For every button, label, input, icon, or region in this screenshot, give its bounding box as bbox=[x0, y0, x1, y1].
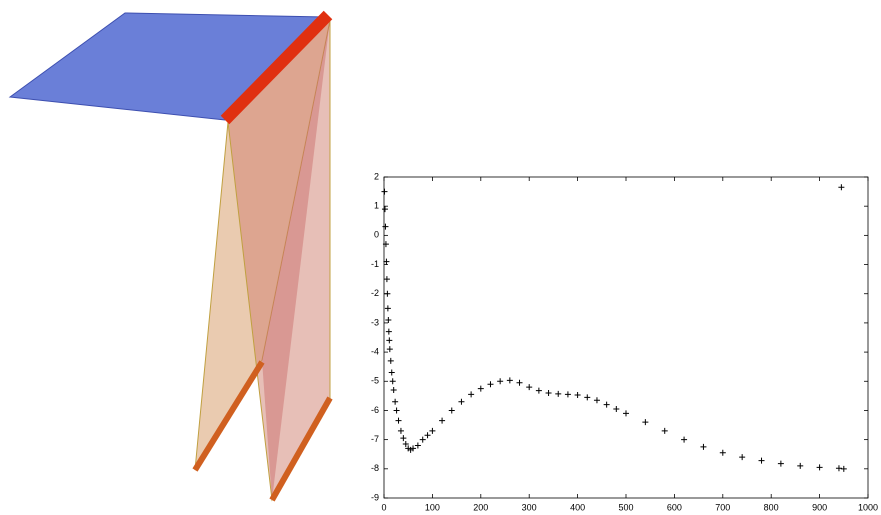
point bbox=[392, 398, 399, 405]
point bbox=[400, 435, 407, 442]
point bbox=[603, 401, 610, 408]
y-tick-label: -8 bbox=[371, 463, 379, 473]
point bbox=[739, 454, 746, 461]
point bbox=[419, 436, 426, 443]
x-tick-label: 700 bbox=[715, 502, 730, 512]
point bbox=[388, 369, 395, 376]
point bbox=[642, 419, 649, 426]
point bbox=[397, 427, 404, 434]
point bbox=[384, 305, 391, 312]
x-tick-label: 100 bbox=[425, 502, 440, 512]
point bbox=[777, 460, 784, 467]
render-edge bbox=[192, 360, 265, 472]
point bbox=[613, 405, 620, 412]
point bbox=[564, 391, 571, 398]
point bbox=[477, 385, 484, 392]
y-tick-label: -6 bbox=[371, 405, 379, 415]
point bbox=[700, 443, 707, 450]
point bbox=[574, 391, 581, 398]
point bbox=[414, 442, 421, 449]
point bbox=[386, 337, 393, 344]
x-tick-label: 500 bbox=[618, 502, 633, 512]
point bbox=[816, 464, 823, 471]
y-tick-label: -3 bbox=[371, 317, 379, 327]
x-tick-label: 800 bbox=[764, 502, 779, 512]
plot-frame bbox=[383, 176, 869, 499]
point bbox=[382, 241, 389, 248]
y-tick-label: 1 bbox=[374, 201, 379, 211]
point bbox=[448, 407, 455, 414]
point bbox=[458, 398, 465, 405]
point bbox=[516, 379, 523, 386]
point bbox=[593, 397, 600, 404]
y-tick-label: -2 bbox=[371, 288, 379, 298]
point bbox=[390, 387, 397, 394]
point bbox=[424, 432, 431, 439]
point bbox=[381, 188, 388, 195]
point bbox=[402, 441, 409, 448]
x-tick-label: 900 bbox=[812, 502, 827, 512]
y-tick-label: -1 bbox=[371, 259, 379, 269]
point bbox=[393, 407, 400, 414]
point bbox=[838, 184, 845, 191]
point bbox=[719, 449, 726, 456]
y-tick-label: -4 bbox=[371, 346, 379, 356]
point bbox=[381, 206, 388, 213]
y-tick-label: -5 bbox=[371, 376, 379, 386]
point bbox=[584, 394, 591, 401]
y-tick-label: 2 bbox=[374, 171, 379, 181]
point bbox=[487, 381, 494, 388]
x-tick-label: 0 bbox=[381, 502, 386, 512]
render-edge bbox=[220, 10, 333, 125]
point bbox=[429, 427, 436, 434]
point bbox=[468, 391, 475, 398]
y-tick-label: 0 bbox=[374, 230, 379, 240]
point bbox=[835, 465, 842, 472]
render-panel bbox=[262, 20, 330, 500]
point bbox=[385, 316, 392, 323]
point bbox=[758, 457, 765, 464]
x-tick-label: 600 bbox=[667, 502, 682, 512]
point bbox=[386, 346, 393, 353]
y-tick-label: -9 bbox=[371, 492, 379, 502]
point bbox=[439, 417, 446, 424]
point bbox=[526, 384, 533, 391]
x-tick-label: 1000 bbox=[858, 502, 878, 512]
x-tick-label: 200 bbox=[473, 502, 488, 512]
point bbox=[385, 328, 392, 335]
point bbox=[410, 445, 417, 452]
x-tick-label: 400 bbox=[570, 502, 585, 512]
point bbox=[497, 378, 504, 385]
point bbox=[840, 465, 847, 472]
point bbox=[384, 290, 391, 297]
point bbox=[545, 389, 552, 396]
point bbox=[797, 462, 804, 469]
point bbox=[387, 357, 394, 364]
point bbox=[555, 390, 562, 397]
point bbox=[623, 410, 629, 417]
y-tick-label: -7 bbox=[371, 434, 379, 444]
point bbox=[383, 276, 390, 283]
point bbox=[681, 436, 688, 443]
render-edge bbox=[269, 396, 333, 502]
point bbox=[383, 258, 390, 265]
point bbox=[506, 377, 513, 384]
point bbox=[389, 378, 396, 385]
x-tick-label: 300 bbox=[522, 502, 537, 512]
point bbox=[535, 387, 542, 394]
point bbox=[661, 427, 668, 434]
point bbox=[395, 417, 402, 424]
point bbox=[382, 223, 389, 230]
3d-render bbox=[8, 10, 333, 502]
